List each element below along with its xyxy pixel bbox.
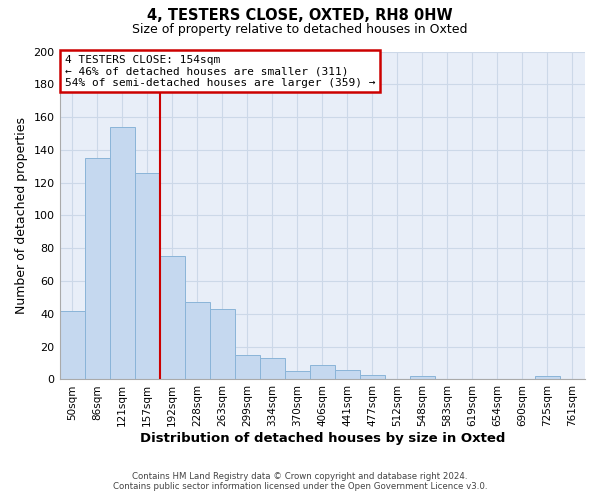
Bar [59,310,85,380]
Text: 4 TESTERS CLOSE: 154sqm
← 46% of detached houses are smaller (311)
54% of semi-d: 4 TESTERS CLOSE: 154sqm ← 46% of detache… [65,55,375,88]
Text: Size of property relative to detached houses in Oxted: Size of property relative to detached ho… [132,22,468,36]
Text: 4, TESTERS CLOSE, OXTED, RH8 0HW: 4, TESTERS CLOSE, OXTED, RH8 0HW [147,8,453,22]
Bar [535,376,560,380]
Bar [335,370,360,380]
Bar [285,372,310,380]
Text: Contains HM Land Registry data © Crown copyright and database right 2024.
Contai: Contains HM Land Registry data © Crown c… [113,472,487,491]
Bar [310,364,335,380]
Bar [85,158,110,380]
Bar [260,358,285,380]
Bar [110,127,134,380]
Bar [235,355,260,380]
Bar [160,256,185,380]
Bar [360,374,385,380]
X-axis label: Distribution of detached houses by size in Oxted: Distribution of detached houses by size … [140,432,505,445]
Bar [209,309,235,380]
Bar [410,376,435,380]
Y-axis label: Number of detached properties: Number of detached properties [15,117,28,314]
Bar [134,173,160,380]
Bar [185,302,209,380]
